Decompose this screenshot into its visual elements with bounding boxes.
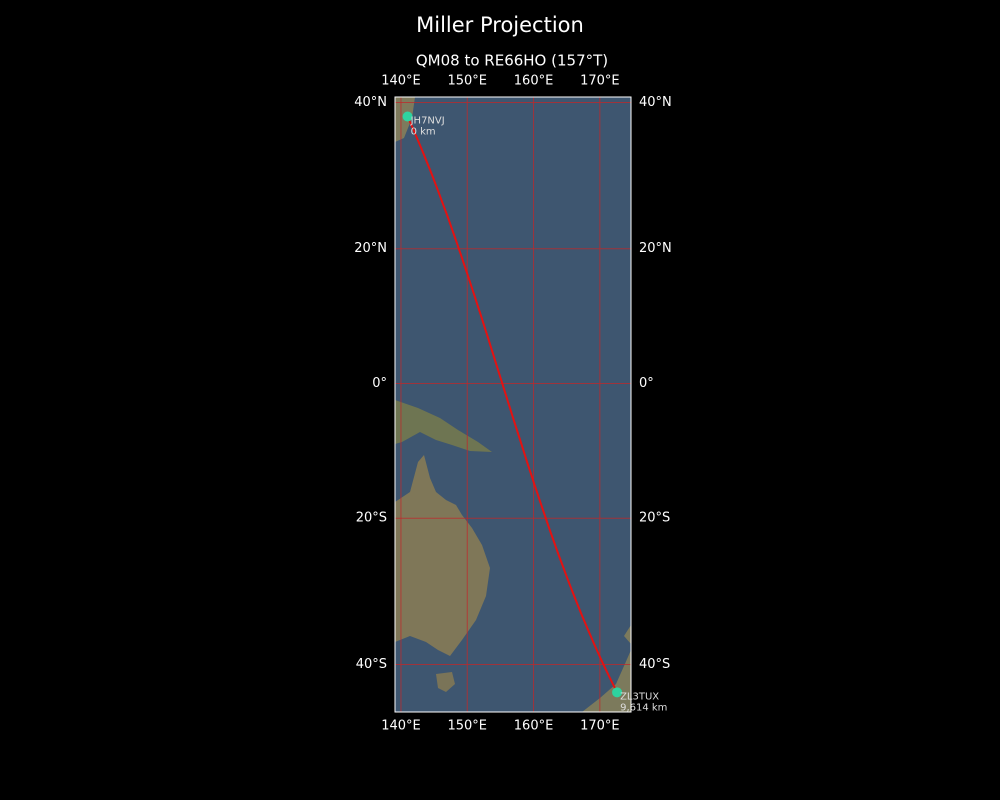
land xyxy=(436,672,455,692)
lat-tick-label: 20°S xyxy=(639,511,670,526)
station-marker xyxy=(402,111,413,122)
lon-tick-label: 140°E xyxy=(381,74,421,89)
lat-tick-label: 20°N xyxy=(639,241,672,256)
lon-tick-label: 150°E xyxy=(447,719,487,734)
lat-tick-label: 0° xyxy=(372,376,387,391)
lon-tick-label: 140°E xyxy=(381,719,421,734)
lat-tick-label: 40°S xyxy=(639,657,670,672)
lat-tick-label: 40°N xyxy=(354,95,387,110)
station-call: ZL3TUX xyxy=(620,691,659,702)
lat-tick-label: 40°N xyxy=(639,95,672,110)
lon-tick-label: 170°E xyxy=(580,719,620,734)
subtitle: QM08 to RE66HO (157°T) xyxy=(416,52,608,70)
lon-tick-label: 150°E xyxy=(447,74,487,89)
station-call: JH7NVJ xyxy=(410,116,445,127)
map-layer: 140°E 140°E 150°E 150°E 160°E 160°E 170°E 170°E… xyxy=(354,74,672,734)
lat-tick-label: 40°S xyxy=(356,657,387,672)
lon-tick-label: 160°E xyxy=(514,719,554,734)
lat-tick-label: 0° xyxy=(639,376,654,391)
lat-tick-label: 20°S xyxy=(356,511,387,526)
land xyxy=(624,625,631,644)
map-frame xyxy=(394,96,632,713)
basemap xyxy=(395,97,631,712)
lon-tick-label: 160°E xyxy=(514,74,554,89)
title: Miller Projection xyxy=(416,13,584,37)
lon-tick-label: 170°E xyxy=(580,74,620,89)
land xyxy=(395,455,490,656)
station-distance: 0 km xyxy=(411,127,436,138)
route xyxy=(406,116,618,693)
station-distance: 9,614 km xyxy=(620,702,667,713)
lat-tick-label: 20°N xyxy=(354,241,387,256)
station-marker xyxy=(612,687,623,698)
